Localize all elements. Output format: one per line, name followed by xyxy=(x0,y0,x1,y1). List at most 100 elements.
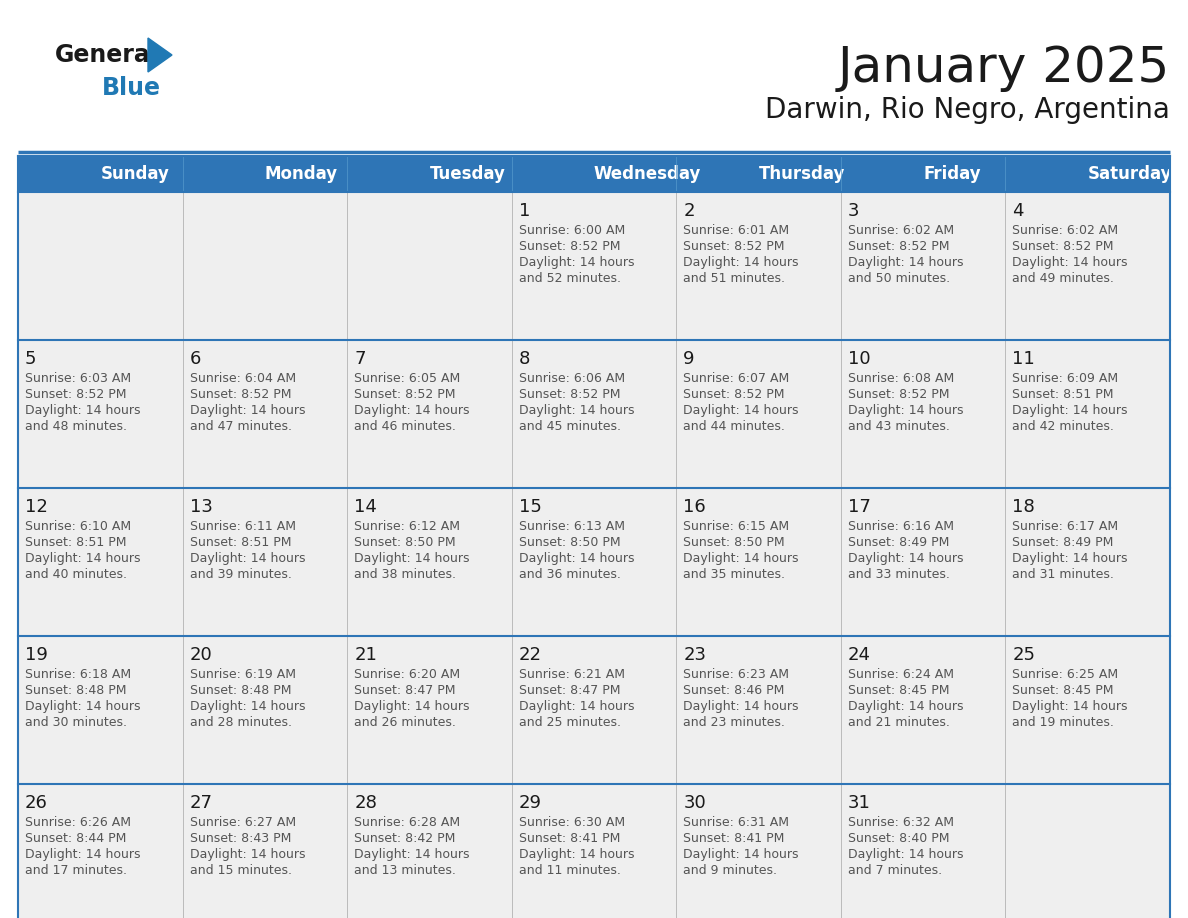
Text: Daylight: 14 hours: Daylight: 14 hours xyxy=(354,552,469,565)
Text: Sunrise: 6:25 AM: Sunrise: 6:25 AM xyxy=(1012,668,1119,681)
Text: and 43 minutes.: and 43 minutes. xyxy=(848,420,949,433)
Text: and 23 minutes.: and 23 minutes. xyxy=(683,716,785,729)
Text: 8: 8 xyxy=(519,350,530,368)
Text: and 40 minutes.: and 40 minutes. xyxy=(25,568,127,581)
Text: and 50 minutes.: and 50 minutes. xyxy=(848,272,950,285)
Bar xyxy=(18,784,1170,918)
Text: Sunset: 8:47 PM: Sunset: 8:47 PM xyxy=(354,684,456,697)
Text: Sunset: 8:52 PM: Sunset: 8:52 PM xyxy=(848,388,949,401)
Text: Sunrise: 6:12 AM: Sunrise: 6:12 AM xyxy=(354,520,460,533)
Text: 31: 31 xyxy=(848,794,871,812)
Text: Daylight: 14 hours: Daylight: 14 hours xyxy=(1012,256,1127,269)
Text: 14: 14 xyxy=(354,498,377,516)
Text: Sunrise: 6:03 AM: Sunrise: 6:03 AM xyxy=(25,372,131,385)
Text: Daylight: 14 hours: Daylight: 14 hours xyxy=(848,848,963,861)
Text: Sunrise: 6:24 AM: Sunrise: 6:24 AM xyxy=(848,668,954,681)
Text: Daylight: 14 hours: Daylight: 14 hours xyxy=(190,552,305,565)
Text: Sunset: 8:50 PM: Sunset: 8:50 PM xyxy=(519,536,620,549)
Bar xyxy=(18,340,1170,488)
Text: Daylight: 14 hours: Daylight: 14 hours xyxy=(25,848,140,861)
Text: and 39 minutes.: and 39 minutes. xyxy=(190,568,291,581)
Text: Daylight: 14 hours: Daylight: 14 hours xyxy=(1012,700,1127,713)
Text: Sunset: 8:44 PM: Sunset: 8:44 PM xyxy=(25,832,126,845)
Text: Sunset: 8:52 PM: Sunset: 8:52 PM xyxy=(25,388,126,401)
Bar xyxy=(18,156,1170,192)
Text: Sunset: 8:52 PM: Sunset: 8:52 PM xyxy=(848,240,949,253)
Text: and 30 minutes.: and 30 minutes. xyxy=(25,716,127,729)
Bar xyxy=(18,488,1170,636)
Text: Tuesday: Tuesday xyxy=(429,165,505,183)
Text: Sunset: 8:42 PM: Sunset: 8:42 PM xyxy=(354,832,455,845)
Text: Sunrise: 6:05 AM: Sunrise: 6:05 AM xyxy=(354,372,461,385)
Text: Sunrise: 6:21 AM: Sunrise: 6:21 AM xyxy=(519,668,625,681)
Text: Daylight: 14 hours: Daylight: 14 hours xyxy=(354,404,469,417)
Text: 13: 13 xyxy=(190,498,213,516)
Text: 15: 15 xyxy=(519,498,542,516)
Text: Sunrise: 6:07 AM: Sunrise: 6:07 AM xyxy=(683,372,790,385)
Text: Sunset: 8:51 PM: Sunset: 8:51 PM xyxy=(25,536,126,549)
Text: Daylight: 14 hours: Daylight: 14 hours xyxy=(683,552,798,565)
Text: Sunday: Sunday xyxy=(100,165,169,183)
Text: and 51 minutes.: and 51 minutes. xyxy=(683,272,785,285)
Text: Sunset: 8:47 PM: Sunset: 8:47 PM xyxy=(519,684,620,697)
Text: Daylight: 14 hours: Daylight: 14 hours xyxy=(848,552,963,565)
Text: Sunrise: 6:18 AM: Sunrise: 6:18 AM xyxy=(25,668,131,681)
Text: and 9 minutes.: and 9 minutes. xyxy=(683,864,777,877)
Text: Daylight: 14 hours: Daylight: 14 hours xyxy=(25,552,140,565)
Text: Sunset: 8:43 PM: Sunset: 8:43 PM xyxy=(190,832,291,845)
Text: and 7 minutes.: and 7 minutes. xyxy=(848,864,942,877)
Text: and 38 minutes.: and 38 minutes. xyxy=(354,568,456,581)
Text: Sunset: 8:49 PM: Sunset: 8:49 PM xyxy=(1012,536,1114,549)
Text: Sunrise: 6:08 AM: Sunrise: 6:08 AM xyxy=(848,372,954,385)
Text: 27: 27 xyxy=(190,794,213,812)
Text: Daylight: 14 hours: Daylight: 14 hours xyxy=(848,256,963,269)
Text: Friday: Friday xyxy=(923,165,981,183)
Text: Sunrise: 6:19 AM: Sunrise: 6:19 AM xyxy=(190,668,296,681)
Text: Sunset: 8:49 PM: Sunset: 8:49 PM xyxy=(848,536,949,549)
Text: Sunset: 8:52 PM: Sunset: 8:52 PM xyxy=(683,388,785,401)
Text: Sunrise: 6:16 AM: Sunrise: 6:16 AM xyxy=(848,520,954,533)
Text: Daylight: 14 hours: Daylight: 14 hours xyxy=(1012,552,1127,565)
Text: 22: 22 xyxy=(519,646,542,664)
Text: and 33 minutes.: and 33 minutes. xyxy=(848,568,949,581)
Text: and 48 minutes.: and 48 minutes. xyxy=(25,420,127,433)
Text: Daylight: 14 hours: Daylight: 14 hours xyxy=(354,848,469,861)
Text: Sunrise: 6:11 AM: Sunrise: 6:11 AM xyxy=(190,520,296,533)
Text: Daylight: 14 hours: Daylight: 14 hours xyxy=(848,700,963,713)
Text: and 49 minutes.: and 49 minutes. xyxy=(1012,272,1114,285)
Text: and 28 minutes.: and 28 minutes. xyxy=(190,716,291,729)
Text: 16: 16 xyxy=(683,498,706,516)
Text: and 47 minutes.: and 47 minutes. xyxy=(190,420,291,433)
Text: Sunrise: 6:28 AM: Sunrise: 6:28 AM xyxy=(354,816,460,829)
Text: 17: 17 xyxy=(848,498,871,516)
Text: Sunset: 8:40 PM: Sunset: 8:40 PM xyxy=(848,832,949,845)
Text: Sunrise: 6:13 AM: Sunrise: 6:13 AM xyxy=(519,520,625,533)
Text: and 35 minutes.: and 35 minutes. xyxy=(683,568,785,581)
Text: Daylight: 14 hours: Daylight: 14 hours xyxy=(519,552,634,565)
Text: 28: 28 xyxy=(354,794,377,812)
Text: Sunrise: 6:02 AM: Sunrise: 6:02 AM xyxy=(1012,224,1119,237)
Text: Darwin, Rio Negro, Argentina: Darwin, Rio Negro, Argentina xyxy=(765,96,1170,124)
Bar xyxy=(18,636,1170,784)
Text: Sunset: 8:52 PM: Sunset: 8:52 PM xyxy=(354,388,456,401)
Text: Sunset: 8:51 PM: Sunset: 8:51 PM xyxy=(1012,388,1114,401)
Text: Sunset: 8:52 PM: Sunset: 8:52 PM xyxy=(1012,240,1114,253)
Text: 1: 1 xyxy=(519,202,530,220)
Text: Sunset: 8:45 PM: Sunset: 8:45 PM xyxy=(1012,684,1114,697)
Text: Sunset: 8:52 PM: Sunset: 8:52 PM xyxy=(519,240,620,253)
Text: 20: 20 xyxy=(190,646,213,664)
Text: 11: 11 xyxy=(1012,350,1035,368)
Polygon shape xyxy=(148,38,172,72)
Text: Daylight: 14 hours: Daylight: 14 hours xyxy=(519,256,634,269)
Text: and 11 minutes.: and 11 minutes. xyxy=(519,864,620,877)
Text: and 42 minutes.: and 42 minutes. xyxy=(1012,420,1114,433)
Text: and 44 minutes.: and 44 minutes. xyxy=(683,420,785,433)
Text: Daylight: 14 hours: Daylight: 14 hours xyxy=(683,700,798,713)
Bar xyxy=(18,192,1170,340)
Text: Sunrise: 6:01 AM: Sunrise: 6:01 AM xyxy=(683,224,789,237)
Text: 29: 29 xyxy=(519,794,542,812)
Text: Daylight: 14 hours: Daylight: 14 hours xyxy=(1012,404,1127,417)
Text: Daylight: 14 hours: Daylight: 14 hours xyxy=(683,256,798,269)
Text: Daylight: 14 hours: Daylight: 14 hours xyxy=(683,404,798,417)
Text: Sunset: 8:52 PM: Sunset: 8:52 PM xyxy=(519,388,620,401)
